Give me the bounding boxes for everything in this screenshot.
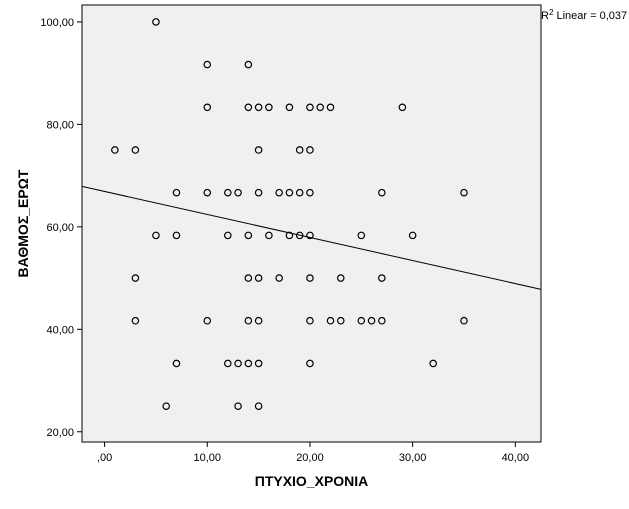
- data-point: [254, 188, 263, 197]
- y-tick-label: 40,00: [46, 324, 74, 336]
- data-point: [131, 274, 140, 282]
- x-tick-label: 30,00: [399, 452, 427, 464]
- data-point: [265, 231, 273, 240]
- data-point: [275, 188, 283, 197]
- data-point: [336, 274, 345, 282]
- data-point: [254, 402, 263, 410]
- data-point: [224, 231, 232, 240]
- data-point: [254, 274, 263, 282]
- y-axis-title: ΒΑΘΜΟΣ_ΕΡΩΤ: [15, 169, 31, 277]
- data-point: [203, 316, 212, 325]
- data-point: [378, 274, 386, 282]
- data-point: [285, 188, 294, 197]
- data-point: [306, 103, 314, 112]
- data-point: [295, 231, 304, 240]
- plot-area: [81, 4, 542, 443]
- data-point: [203, 60, 212, 69]
- r2-prefix: R: [541, 10, 549, 22]
- data-point: [234, 359, 242, 368]
- x-axis-title: ΠΤΥΧΙΟ_ΧΡΟΝΙΑ: [255, 473, 369, 489]
- data-point: [306, 359, 314, 368]
- data-point: [429, 359, 437, 368]
- data-point: [244, 316, 253, 325]
- y-tick-label: 20,00: [46, 427, 74, 439]
- data-point: [306, 188, 314, 197]
- data-point: [275, 274, 283, 282]
- data-point: [224, 359, 232, 368]
- data-point: [295, 188, 304, 197]
- data-point: [131, 316, 140, 325]
- data-point: [234, 402, 242, 410]
- data-point: [316, 103, 325, 112]
- data-point: [285, 103, 294, 112]
- data-point: [306, 316, 314, 325]
- data-point: [398, 103, 407, 112]
- data-point: [357, 316, 366, 325]
- data-point: [203, 188, 212, 197]
- r2-superscript: 2: [549, 8, 554, 17]
- data-point: [408, 231, 417, 240]
- data-points: [111, 18, 468, 410]
- data-point: [131, 146, 140, 154]
- data-point: [244, 103, 253, 112]
- data-point: [244, 359, 253, 368]
- r2-suffix: Linear = 0,037: [553, 10, 627, 22]
- data-point: [326, 316, 335, 325]
- data-point: [460, 316, 468, 325]
- r2-annotation: R2 Linear = 0,037: [541, 8, 627, 22]
- x-tick-label: 40,00: [502, 452, 530, 464]
- data-point: [460, 188, 468, 197]
- x-tick-label: ,00: [97, 452, 112, 464]
- x-tick-label: 20,00: [296, 452, 324, 464]
- y-tick-label: 100,00: [40, 17, 74, 29]
- data-point: [306, 231, 314, 240]
- data-point: [244, 231, 253, 240]
- data-point: [234, 188, 242, 197]
- data-point: [306, 146, 314, 154]
- data-point: [172, 359, 181, 368]
- data-point: [162, 402, 171, 410]
- data-point: [367, 316, 376, 325]
- data-point: [172, 188, 181, 197]
- data-point: [295, 146, 304, 154]
- y-axis-ticks: 20,00 40,00 60,00 80,00 100,00: [40, 17, 82, 439]
- data-point: [378, 316, 386, 325]
- data-point: [172, 231, 181, 240]
- fit-line: [81, 185, 542, 290]
- data-point: [254, 359, 263, 368]
- data-point: [265, 103, 273, 112]
- data-point: [244, 274, 253, 282]
- y-tick-label: 60,00: [46, 222, 74, 234]
- data-point: [254, 103, 263, 112]
- data-point: [152, 18, 160, 26]
- data-point: [336, 316, 345, 325]
- x-tick-label: 10,00: [194, 452, 222, 464]
- data-point: [111, 146, 119, 154]
- data-point: [357, 231, 366, 240]
- data-point: [326, 103, 335, 112]
- data-point: [203, 103, 212, 112]
- y-tick-label: 80,00: [46, 119, 74, 131]
- data-point: [254, 316, 263, 325]
- data-point: [306, 274, 314, 282]
- x-axis-ticks: ,00 10,00 20,00 30,00 40,00: [97, 442, 529, 464]
- data-point: [285, 231, 294, 240]
- data-point: [152, 231, 160, 240]
- data-point: [254, 146, 263, 154]
- data-point: [224, 188, 232, 197]
- data-point: [244, 60, 253, 69]
- data-point: [378, 188, 386, 197]
